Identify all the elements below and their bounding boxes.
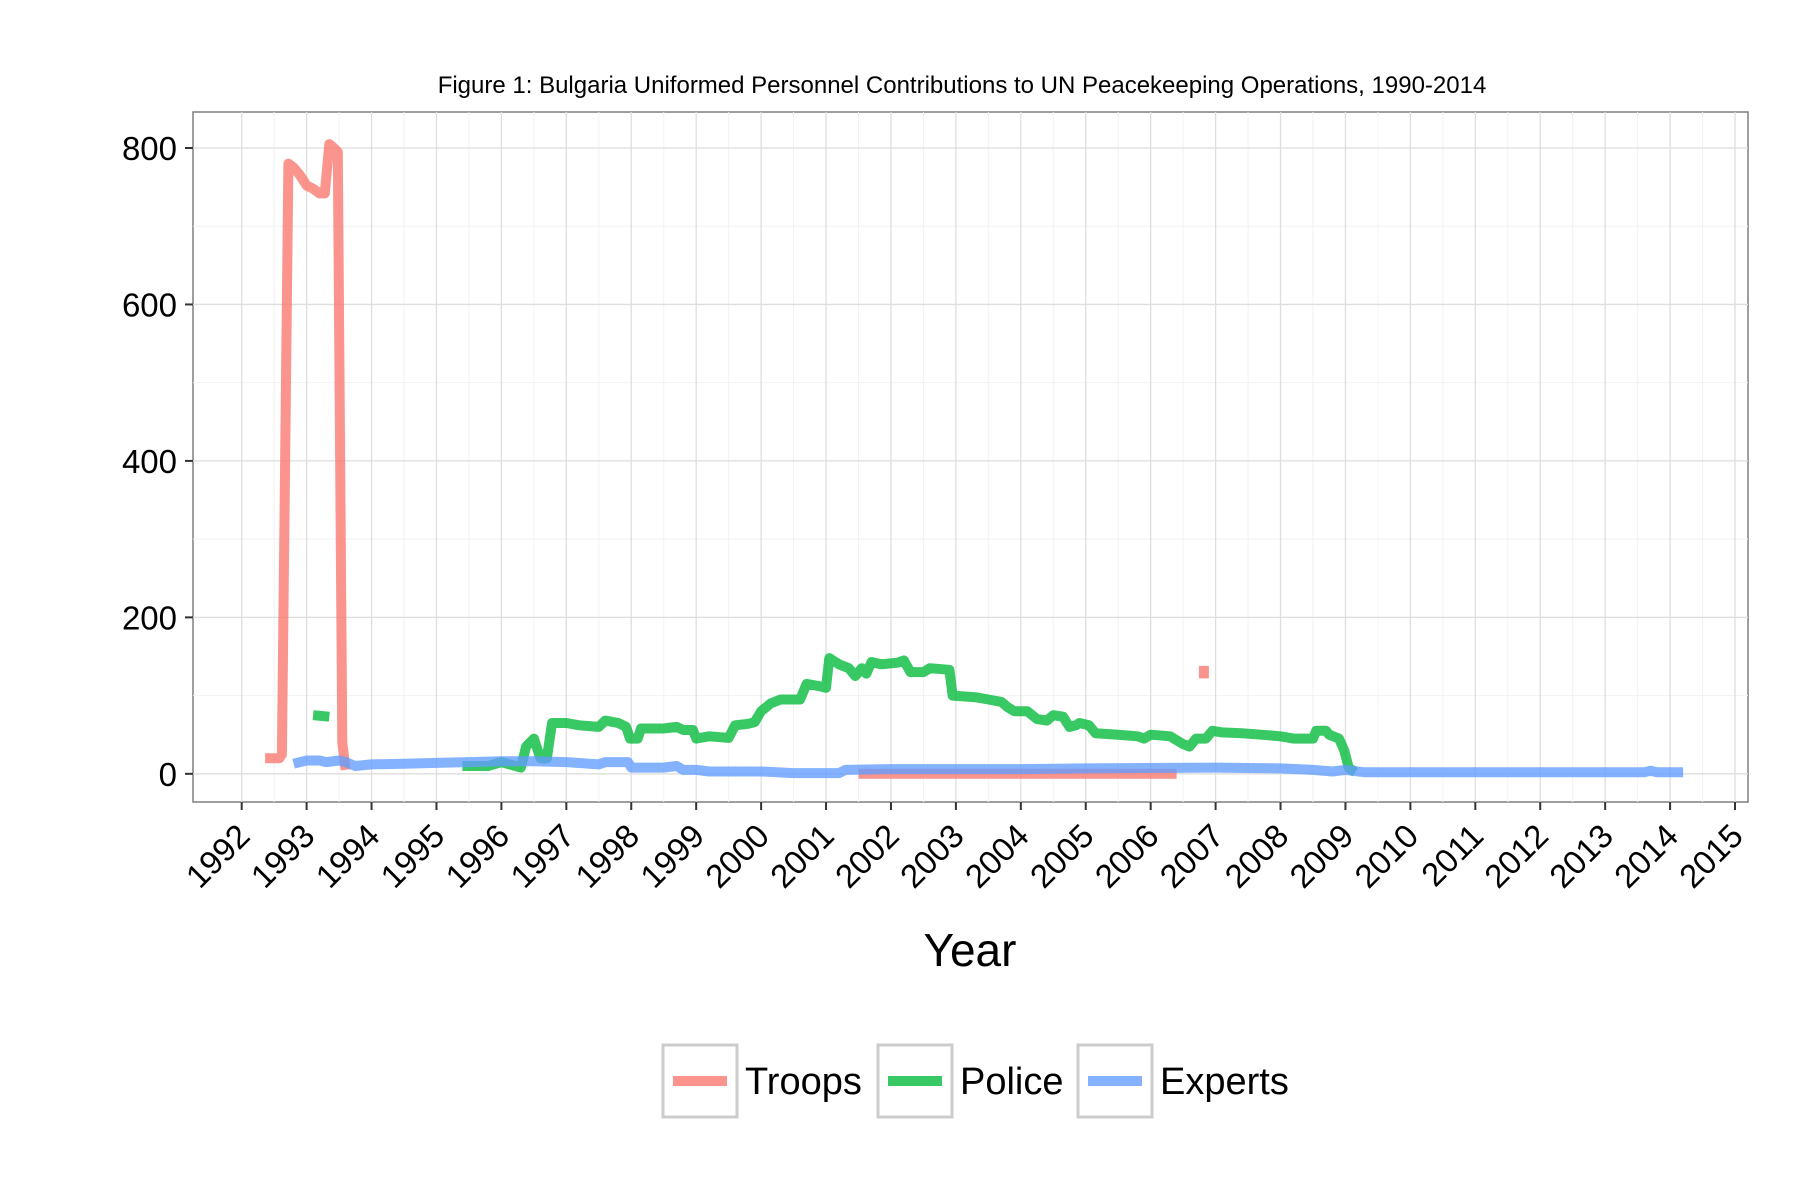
x-tick-label: 2009	[1282, 817, 1360, 895]
x-tick-label: 2012	[1477, 817, 1555, 895]
x-axis: 1992199319941995199619971998199920002001…	[179, 802, 1750, 895]
minor-grid	[193, 112, 1748, 802]
x-tick-label: 2011	[1414, 817, 1490, 893]
y-axis: 0 200 400 600 800	[122, 130, 193, 793]
x-tick-label: 1994	[308, 817, 386, 895]
legend-label-police: Police	[960, 1061, 1064, 1103]
series-police-line	[462, 653, 1359, 777]
x-tick-label: 2007	[1152, 817, 1230, 895]
y-tick-label: 200	[122, 599, 177, 636]
x-tick-label: 2010	[1347, 817, 1425, 895]
x-tick-label: 2000	[698, 817, 776, 895]
plot-panel	[192, 111, 1749, 803]
series-police-line	[312, 710, 330, 722]
y-tick-label: 0	[159, 756, 177, 793]
x-tick-label: 1997	[503, 817, 581, 895]
legend: Troops Police Experts	[661, 1043, 1289, 1119]
x-tick-label: 1992	[179, 817, 257, 895]
x-tick-label: 1995	[373, 817, 451, 895]
y-tick-label: 800	[122, 130, 177, 167]
x-tick-label: 2015	[1672, 817, 1750, 895]
x-tick-label: 2014	[1607, 817, 1685, 895]
x-tick-label: 2006	[1088, 817, 1166, 895]
x-tick-label: 1999	[633, 817, 711, 895]
series-experts-line	[292, 755, 1684, 779]
x-tick-label: 2002	[828, 817, 906, 895]
x-tick-label: 2003	[893, 817, 971, 895]
y-tick-label: 600	[122, 286, 177, 323]
x-tick-label: 1996	[438, 817, 516, 895]
x-axis-title: Year	[924, 924, 1017, 976]
series-layer	[265, 139, 1684, 779]
x-tick-label: 1993	[243, 817, 321, 895]
chart-title: Figure 1: Bulgaria Uniformed Personnel C…	[438, 72, 1487, 99]
x-tick-label: 2004	[958, 817, 1036, 895]
y-tick-label: 400	[122, 443, 177, 480]
legend-label-troops: Troops	[745, 1061, 862, 1103]
legend-label-experts: Experts	[1160, 1061, 1289, 1103]
x-tick-label: 2008	[1217, 817, 1295, 895]
series-troops-line	[265, 139, 351, 771]
x-tick-label: 2001	[763, 817, 841, 895]
x-tick-label: 2013	[1542, 817, 1620, 895]
x-tick-label: 2005	[1023, 817, 1101, 895]
x-tick-label: 1998	[568, 817, 646, 895]
